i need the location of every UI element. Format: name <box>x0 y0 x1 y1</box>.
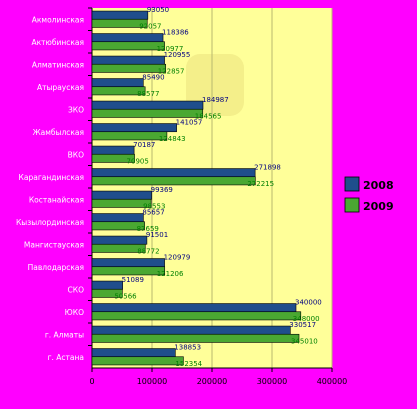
data-label-2009-2: 122857 <box>158 67 185 75</box>
category-label-10: Мангистауская <box>24 240 84 249</box>
data-label-2008-0: 93050 <box>147 6 169 14</box>
category-label-13: ЮКО <box>65 308 84 317</box>
data-label-2009-12: 50566 <box>114 292 137 300</box>
bar-2008-5 <box>91 123 177 133</box>
bar-2009-2 <box>91 63 167 73</box>
bar-2008-4 <box>91 100 204 110</box>
data-label-2009-6: 70905 <box>127 157 149 165</box>
bar-2009-12 <box>91 288 123 298</box>
data-label-2008-12: 51089 <box>122 276 144 284</box>
category-label-14: г. Алматы <box>45 330 84 339</box>
data-label-2008-6: 70187 <box>133 141 155 149</box>
category-label-6: ВКО <box>68 150 84 159</box>
data-label-2008-4: 184987 <box>202 96 229 104</box>
data-label-2008-10: 91501 <box>146 231 168 239</box>
bar-2009-8 <box>91 198 152 208</box>
bar-2009-5 <box>91 131 168 141</box>
data-label-2008-15: 138853 <box>174 344 201 352</box>
bar-2009-3 <box>91 86 146 96</box>
category-label-5: Жамбылская <box>33 128 84 137</box>
category-label-9: Кызылординская <box>16 218 84 227</box>
data-label-2009-7: 272215 <box>247 180 274 188</box>
x-tick-label-4: 400000 <box>317 377 348 386</box>
data-label-2009-8: 98553 <box>143 202 165 210</box>
legend-swatch-2008 <box>344 176 360 192</box>
bar-2008-12 <box>91 280 123 290</box>
bar-2008-7 <box>91 168 256 178</box>
x-tick-label-0: 0 <box>89 377 94 386</box>
bar-2009-9 <box>91 221 145 231</box>
x-tick-label-1: 100000 <box>137 377 168 386</box>
category-label-4: ЗКО <box>68 105 84 114</box>
data-label-2009-0: 92057 <box>139 22 161 30</box>
category-label-12: СКО <box>68 285 85 294</box>
bar-2008-3 <box>91 78 144 88</box>
bar-2009-7 <box>91 176 256 186</box>
bar-2008-2 <box>91 55 165 65</box>
bar-2008-15 <box>91 348 176 358</box>
bar-2008-9 <box>91 213 144 223</box>
category-label-15: г. Астана <box>48 353 84 362</box>
data-label-2008-1: 118386 <box>162 29 189 37</box>
bar-2008-11 <box>91 258 165 268</box>
legend-swatch-2009 <box>344 197 360 213</box>
bar-2008-8 <box>91 190 152 200</box>
data-label-2009-3: 88577 <box>137 90 159 98</box>
x-tick-label-3: 300000 <box>257 377 288 386</box>
category-label-8: Костанайская <box>29 195 84 204</box>
data-label-2009-1: 120977 <box>157 45 184 53</box>
bar-2009-6 <box>91 153 135 163</box>
data-label-2008-14: 330517 <box>289 321 316 329</box>
bar-2009-13 <box>91 311 302 321</box>
data-label-2009-13: 348000 <box>293 315 320 323</box>
data-label-2008-7: 271898 <box>254 164 281 172</box>
data-label-2008-8: 99369 <box>151 186 173 194</box>
data-label-2009-11: 121206 <box>157 270 184 278</box>
category-label-1: Актюбинская <box>31 38 84 47</box>
data-label-2009-5: 124843 <box>159 135 186 143</box>
bar-2008-1 <box>91 33 164 43</box>
plot-watermark <box>186 54 244 116</box>
data-label-2009-10: 88772 <box>137 247 159 255</box>
bar-2009-4 <box>91 108 204 118</box>
category-label-11: Павлодарская <box>28 263 84 272</box>
data-label-2008-3: 85490 <box>142 74 164 82</box>
bar-2009-0 <box>91 18 148 28</box>
category-label-0: Акмолинская <box>32 15 84 24</box>
data-label-2008-2: 120955 <box>164 51 191 59</box>
bar-2009-14 <box>91 333 300 343</box>
legend-label-2009: 2009 <box>363 200 394 213</box>
category-label-7: Карагандинская <box>19 173 84 182</box>
legend-label-2008: 2008 <box>363 179 394 192</box>
category-label-3: Атырауская <box>37 83 84 92</box>
bar-2008-6 <box>91 145 135 155</box>
category-label-2: Алматинская <box>32 60 84 69</box>
data-label-2009-9: 87659 <box>137 225 159 233</box>
data-label-2009-4: 184565 <box>195 112 222 120</box>
x-tick-label-2: 200000 <box>197 377 228 386</box>
bar-2008-14 <box>91 325 291 335</box>
data-label-2008-13: 340000 <box>295 299 322 307</box>
bar-2009-11 <box>91 266 166 276</box>
data-label-2008-5: 141057 <box>176 119 203 127</box>
data-label-2009-14: 345010 <box>291 337 318 345</box>
bar-2008-10 <box>91 235 148 245</box>
bar-2009-10 <box>91 243 146 253</box>
bar-2008-0 <box>91 10 149 20</box>
data-label-2009-15: 152354 <box>175 360 202 368</box>
data-label-2008-9: 85657 <box>142 209 164 217</box>
data-label-2008-11: 120979 <box>164 254 191 262</box>
bar-2009-15 <box>91 356 184 366</box>
bar-2009-1 <box>91 41 165 51</box>
bar-2008-13 <box>91 303 297 313</box>
